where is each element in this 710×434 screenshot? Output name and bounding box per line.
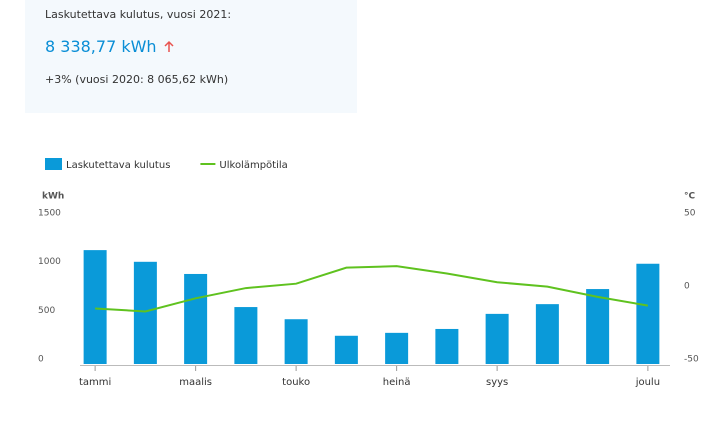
bar [535, 304, 559, 364]
x-tick-label: maalis [179, 377, 212, 388]
legend-swatch [45, 158, 62, 170]
bar [133, 261, 157, 364]
y-axis-label: kWh [42, 192, 64, 202]
bar [284, 319, 308, 364]
up-arrow [164, 40, 174, 52]
summary-change: +3% (vuosi 2020: 8 065,62 kWh) [45, 73, 229, 86]
x-tick-label: heinä [383, 377, 411, 388]
y-tick-label: 1000 [38, 257, 61, 267]
summary-value: 8 338,77 kWh [45, 37, 157, 56]
x-tick-label: touko [282, 377, 310, 388]
x-tick-label: joulu [635, 377, 660, 388]
bar [636, 263, 660, 364]
y2-tick-label: 0 [684, 282, 690, 292]
bar [234, 307, 258, 364]
y2-tick-label: 50 [684, 209, 696, 219]
line [95, 265, 649, 313]
y-tick-label: 1500 [38, 209, 61, 219]
bar [334, 335, 358, 364]
bar [184, 273, 208, 364]
x-tick-label: syys [486, 377, 508, 388]
legend-label: Ulkolämpötila [219, 160, 287, 171]
x-tick-label: tammi [79, 377, 111, 388]
summary-title: Laskutettava kulutus, vuosi 2021: [45, 8, 232, 21]
bar [586, 289, 610, 364]
legend-label: Laskutettava kulutus [66, 160, 170, 171]
y-tick-label: 0 [38, 355, 44, 365]
y2-axis-label: °C [684, 192, 696, 202]
y-tick-label: 500 [38, 306, 55, 316]
bar [435, 328, 459, 364]
y2-tick-label: -50 [684, 355, 699, 365]
bar [83, 250, 107, 364]
bar [385, 332, 409, 364]
bar [485, 313, 509, 364]
summary-card: Laskutettava kulutus, vuosi 2021: 8 338,… [25, 0, 357, 113]
